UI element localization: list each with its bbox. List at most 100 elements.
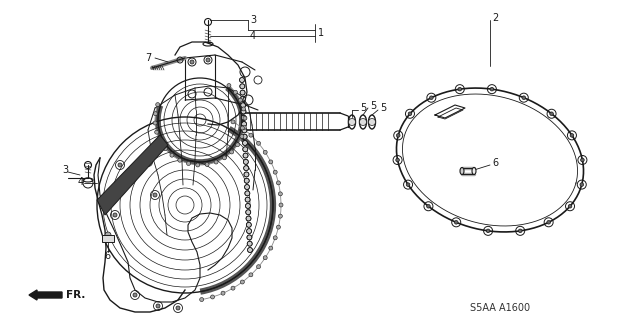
Circle shape [241,122,246,127]
Circle shape [244,185,250,189]
Circle shape [231,286,235,290]
Circle shape [244,178,249,183]
Circle shape [249,273,253,277]
Ellipse shape [472,167,476,174]
Circle shape [200,298,204,301]
Circle shape [273,236,277,240]
Text: FR.: FR. [66,290,85,300]
Circle shape [486,229,490,233]
Circle shape [249,133,253,137]
Text: 3: 3 [62,165,68,175]
Circle shape [190,60,194,64]
Circle shape [518,229,522,233]
Circle shape [408,112,412,116]
Circle shape [221,291,225,295]
Text: 7: 7 [145,53,151,63]
Circle shape [186,162,191,165]
Circle shape [238,98,243,102]
Circle shape [245,204,250,208]
Circle shape [360,118,367,125]
Circle shape [396,158,399,162]
Circle shape [241,103,246,108]
Circle shape [547,220,550,224]
Circle shape [246,210,251,215]
Circle shape [118,163,122,167]
Circle shape [246,228,252,234]
Circle shape [240,134,244,139]
Circle shape [247,235,252,240]
Circle shape [568,204,572,208]
Circle shape [234,90,237,94]
Circle shape [241,96,245,101]
Circle shape [246,222,252,227]
Circle shape [269,246,273,250]
Circle shape [243,147,248,152]
Circle shape [214,160,218,164]
Circle shape [105,232,111,238]
Text: 5: 5 [370,101,376,111]
Circle shape [133,293,137,297]
Circle shape [454,220,458,224]
Circle shape [205,163,209,166]
Circle shape [243,116,247,120]
Text: 5: 5 [380,103,387,113]
Circle shape [278,192,282,196]
Circle shape [223,156,227,160]
Ellipse shape [460,167,464,174]
Circle shape [580,158,584,162]
Circle shape [163,147,167,151]
Circle shape [170,153,174,157]
Circle shape [176,306,180,310]
Circle shape [158,139,162,143]
Circle shape [406,183,410,187]
Circle shape [178,158,182,162]
Circle shape [242,134,247,139]
Circle shape [550,112,554,116]
Circle shape [458,87,461,91]
Text: 2: 2 [492,13,499,23]
Circle shape [257,265,260,269]
Circle shape [278,214,282,218]
Polygon shape [102,235,114,242]
Circle shape [369,118,376,125]
Circle shape [236,143,239,147]
Circle shape [263,150,268,154]
Circle shape [245,197,250,202]
Text: 6: 6 [104,251,110,261]
Circle shape [196,163,200,167]
Circle shape [279,203,283,207]
Circle shape [240,84,244,89]
Circle shape [244,166,249,171]
Circle shape [231,120,235,124]
Circle shape [116,188,120,192]
Circle shape [247,241,252,246]
Circle shape [243,140,248,146]
Circle shape [263,256,268,260]
Polygon shape [97,135,168,215]
Circle shape [153,121,157,125]
Circle shape [257,141,260,145]
Circle shape [349,118,355,125]
Circle shape [156,103,160,107]
Circle shape [427,204,430,208]
Circle shape [156,304,160,308]
Circle shape [522,96,525,100]
Circle shape [243,125,246,130]
Circle shape [239,77,244,83]
Circle shape [396,134,400,137]
Circle shape [113,213,117,217]
Circle shape [241,126,244,130]
Circle shape [570,133,573,137]
Circle shape [154,112,157,116]
Text: S5AA A1600: S5AA A1600 [470,303,530,313]
Circle shape [241,115,246,120]
Circle shape [243,159,248,164]
Circle shape [227,84,231,88]
Circle shape [429,96,433,100]
Circle shape [146,160,150,164]
Circle shape [244,172,249,177]
Circle shape [242,107,246,111]
Circle shape [276,181,280,185]
Text: 3: 3 [250,15,256,25]
Text: 4: 4 [78,177,84,187]
